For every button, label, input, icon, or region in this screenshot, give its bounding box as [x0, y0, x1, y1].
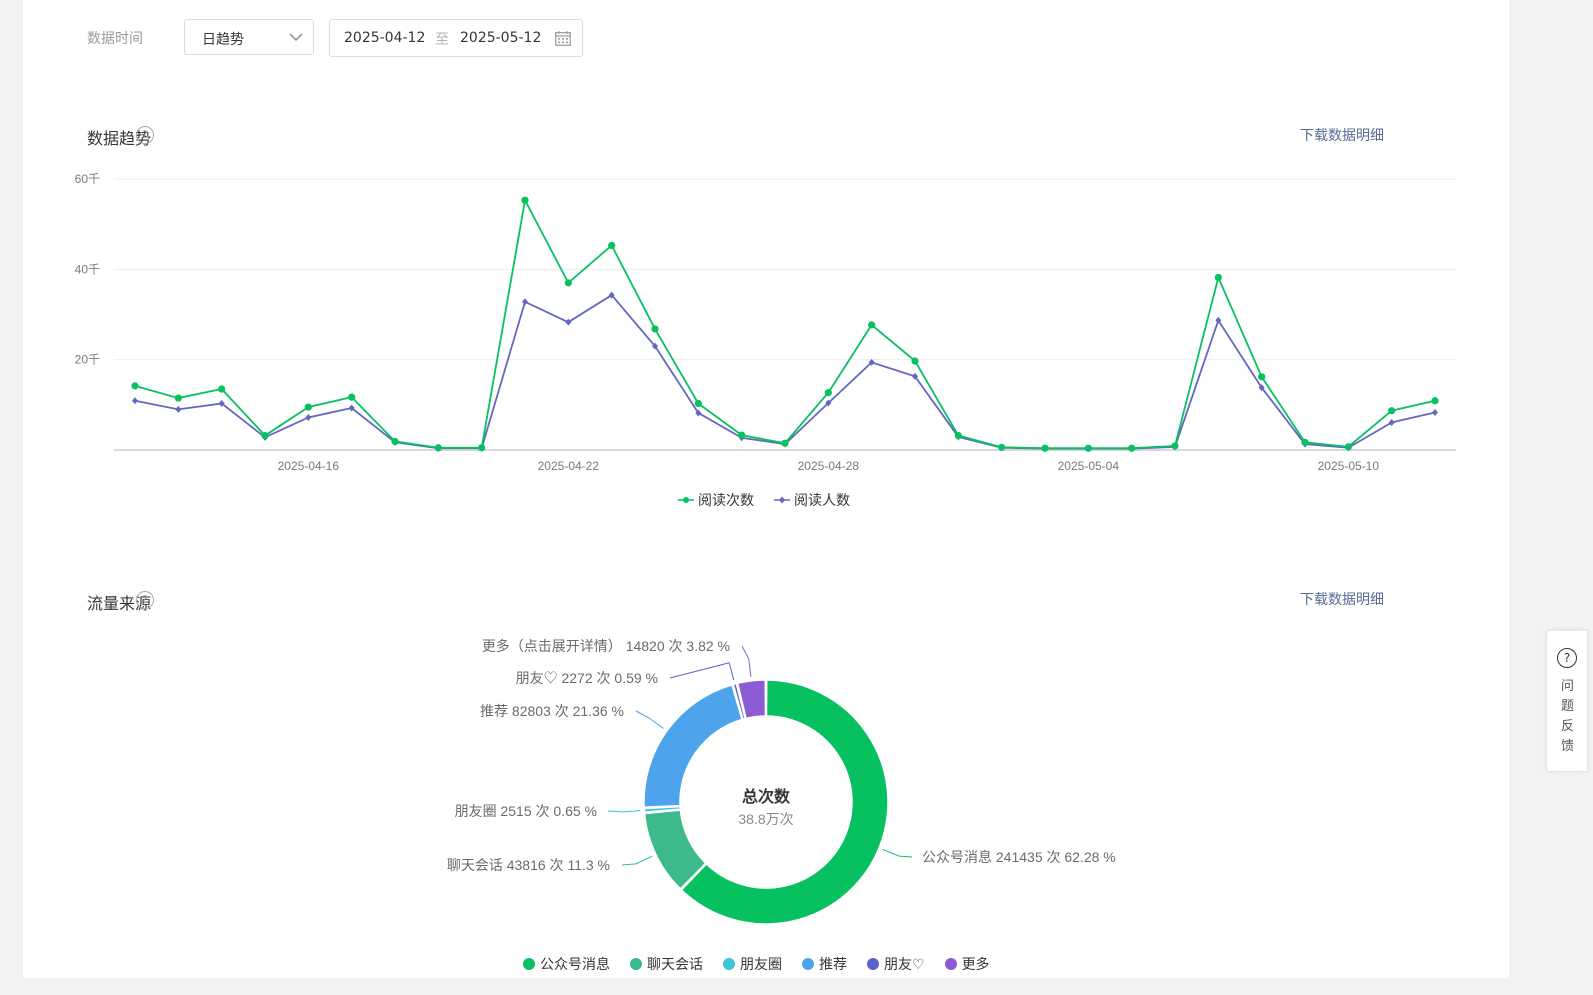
- legend-dot: [867, 958, 879, 970]
- trend-mode-value: 日趋势: [202, 32, 244, 48]
- source-legend-item[interactable]: 推荐: [802, 954, 847, 974]
- trend-section-title: 数据趋势: [87, 129, 152, 148]
- source-legend-item[interactable]: 朋友圈: [723, 954, 782, 974]
- page-bottom-background: [0, 978, 1593, 995]
- date-separator: 至: [435, 32, 449, 48]
- legend-marker-read-users: [774, 496, 790, 504]
- main-card: 数据时间 日趋势 2025-04-12 至 2025-05-12 数据趋势 ? …: [23, 0, 1509, 978]
- calendar-icon: [555, 31, 571, 46]
- legend-dot: [630, 958, 642, 970]
- legend-marker-read-count: [678, 497, 694, 503]
- question-icon: ?: [1557, 648, 1577, 668]
- legend-item-read-count[interactable]: 阅读次数: [678, 490, 754, 510]
- date-filter-label: 数据时间: [87, 31, 143, 47]
- trend-help-icon[interactable]: ?: [136, 126, 154, 144]
- start-date: 2025-04-12: [344, 30, 426, 46]
- source-legend-label: 公众号消息: [540, 957, 610, 973]
- source-legend-label: 朋友圈: [740, 957, 782, 973]
- legend-label-read-users: 阅读人数: [794, 493, 850, 509]
- legend-dot: [802, 958, 814, 970]
- source-legend-item[interactable]: 公众号消息: [523, 954, 610, 974]
- source-legend-item[interactable]: 朋友♡: [867, 954, 925, 974]
- feedback-side-tab[interactable]: ? 问题反馈: [1546, 630, 1588, 772]
- date-range-picker[interactable]: 2025-04-12 至 2025-05-12: [329, 19, 583, 57]
- end-date: 2025-05-12: [460, 30, 542, 46]
- trend-mode-select[interactable]: 日趋势: [184, 19, 314, 55]
- feedback-label: 问题反馈: [1561, 679, 1575, 754]
- trend-legend: 阅读次数 阅读人数: [678, 490, 870, 510]
- legend-dot: [523, 958, 535, 970]
- legend-item-read-users[interactable]: 阅读人数: [774, 490, 850, 510]
- source-legend-item[interactable]: 更多: [944, 954, 990, 974]
- legend-dot: [723, 958, 735, 970]
- source-legend: 公众号消息 聊天会话 朋友圈 推荐 朋友♡ 更多: [523, 954, 1010, 974]
- chevron-down-icon: [289, 33, 303, 41]
- source-legend-item[interactable]: 聊天会话: [630, 954, 703, 974]
- legend-label-read-count: 阅读次数: [698, 493, 754, 509]
- trend-download-link[interactable]: 下载数据明细: [1300, 128, 1384, 144]
- source-legend-label: 朋友♡: [884, 957, 925, 973]
- legend-dot: [944, 958, 957, 970]
- source-legend-label: 更多: [961, 957, 990, 973]
- source-section-title: 流量来源: [87, 594, 152, 613]
- source-help-icon[interactable]: ?: [136, 591, 154, 609]
- source-legend-label: 聊天会话: [647, 957, 703, 973]
- source-legend-label: 推荐: [819, 957, 847, 973]
- source-download-link[interactable]: 下载数据明细: [1300, 592, 1384, 608]
